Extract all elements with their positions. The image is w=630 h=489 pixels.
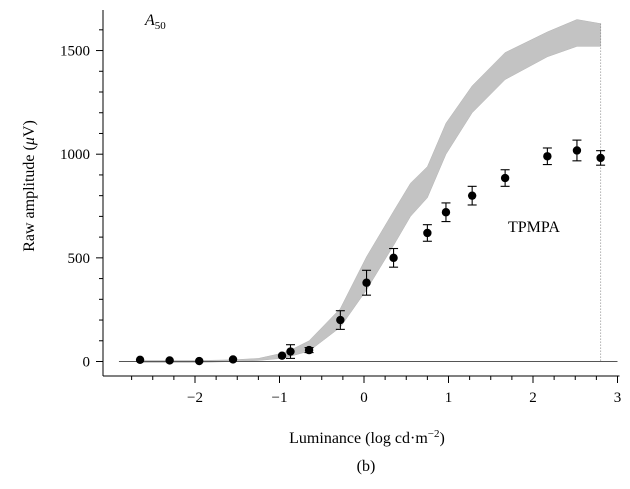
- y-tick-label: 0: [83, 355, 91, 371]
- data-point: [277, 351, 287, 360]
- data-point: [389, 253, 398, 263]
- x-tick-label: −1: [272, 390, 288, 406]
- data-point: [596, 153, 605, 163]
- plot-area: −2 −1 0 1 2 3 0 500 1000 1500: [60, 10, 621, 406]
- x-axis-title: Luminance (log cd·m−2): [289, 428, 445, 447]
- x-tick-label: 2: [529, 390, 537, 406]
- data-point: [135, 355, 145, 365]
- x-tick-label: 1: [445, 390, 453, 406]
- data-point: [362, 278, 371, 287]
- panel-label: (b): [357, 458, 376, 475]
- x-tick-label: −2: [187, 390, 203, 406]
- corner-label: A50: [144, 12, 166, 32]
- data-point: [467, 191, 477, 200]
- y-axis-title: Raw amplitude (μV): [21, 120, 38, 252]
- data-point: [165, 356, 174, 365]
- data-point: [441, 208, 451, 217]
- data-point: [228, 355, 238, 364]
- x-tick-label: 3: [614, 390, 622, 406]
- y-tick-label: 1500: [60, 44, 90, 60]
- control-band: [139, 19, 601, 363]
- data-point: [500, 173, 510, 183]
- data-point: [543, 152, 552, 161]
- data-point: [423, 228, 432, 238]
- data-point: [286, 347, 295, 356]
- data-point: [195, 356, 204, 366]
- data-point: [572, 146, 582, 155]
- data-point: [304, 345, 314, 355]
- y-tick-label: 500: [68, 251, 91, 267]
- annotation-tpmpa: TPMPA: [508, 219, 560, 236]
- x-tick-label: 0: [360, 390, 368, 406]
- data-point: [336, 315, 345, 325]
- y-tick-label: 1000: [60, 147, 90, 163]
